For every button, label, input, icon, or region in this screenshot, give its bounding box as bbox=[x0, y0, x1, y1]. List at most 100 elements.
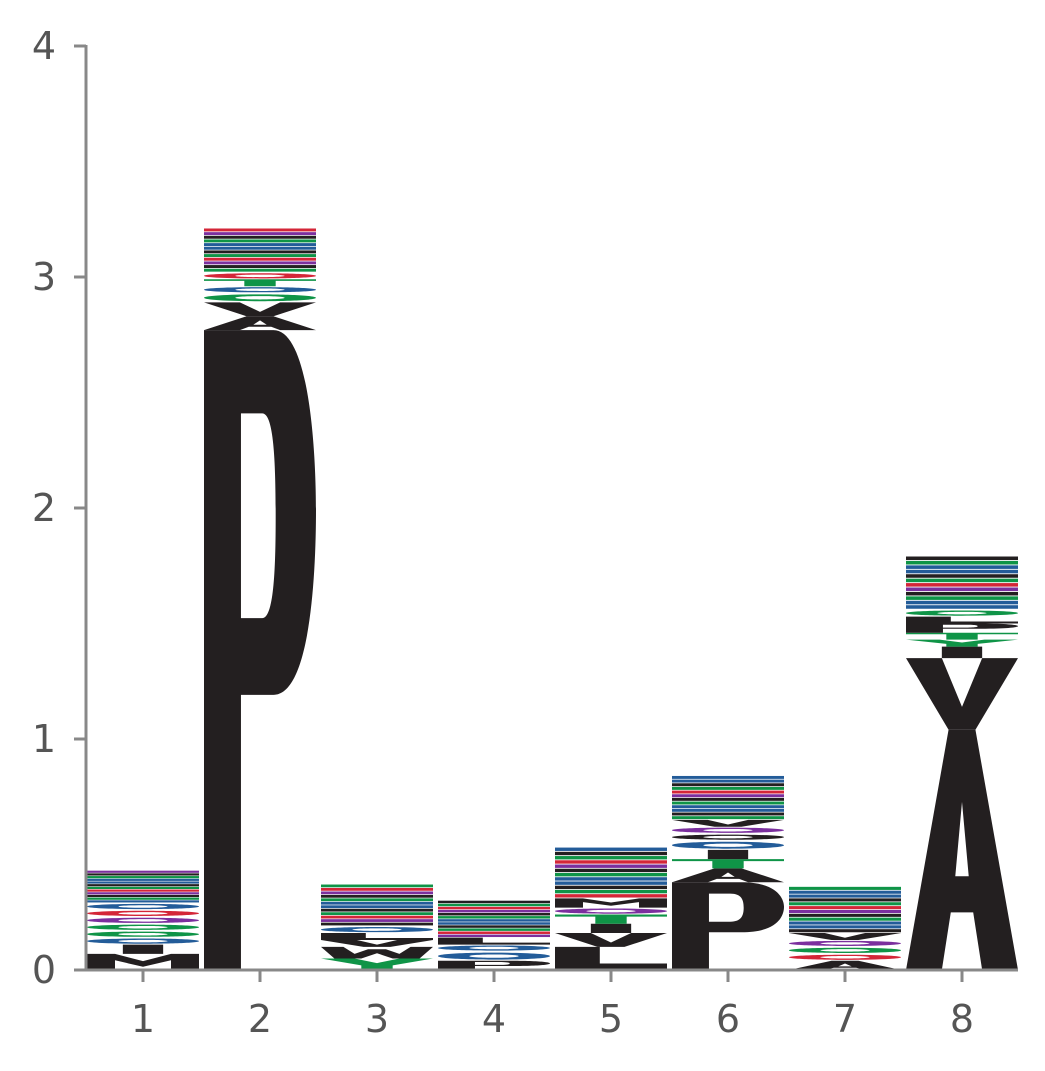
logo-letter-v bbox=[906, 658, 1018, 730]
logo-minor-letter bbox=[204, 243, 316, 247]
logo-minor-letter bbox=[204, 268, 316, 272]
logo-minor-letter bbox=[555, 847, 667, 851]
logo-minor-letter bbox=[438, 916, 550, 919]
logo-letter-g bbox=[906, 610, 1018, 616]
x-tick-label: 4 bbox=[482, 997, 506, 1041]
logo-minor-letter bbox=[87, 897, 199, 900]
logo-minor-letter bbox=[204, 246, 316, 250]
logo-letter-r bbox=[438, 952, 550, 960]
logo-minor-letter bbox=[906, 591, 1018, 596]
logo-letter-t bbox=[204, 279, 316, 287]
logo-minor-letter bbox=[906, 605, 1018, 609]
logo-minor-letter bbox=[789, 913, 901, 917]
logo-minor-letter bbox=[87, 892, 199, 895]
logo-letter-y bbox=[321, 958, 433, 970]
logo-minor-letter bbox=[321, 922, 433, 926]
logo-letter-f bbox=[672, 834, 784, 840]
logo-minor-letter bbox=[555, 877, 667, 881]
logo-minor-letter bbox=[204, 257, 316, 261]
x-tick-label: 7 bbox=[833, 997, 857, 1041]
logo-minor-letter bbox=[87, 881, 199, 884]
logo-minor-letter bbox=[87, 876, 199, 879]
logo-minor-letter bbox=[906, 556, 1018, 561]
logo-minor-letter bbox=[789, 898, 901, 902]
logo-minor-letter bbox=[204, 261, 316, 265]
logo-minor-letter bbox=[789, 929, 901, 933]
logo-minor-letter bbox=[906, 583, 1018, 587]
logo-minor-letter bbox=[672, 790, 784, 794]
stack-position-5 bbox=[555, 847, 667, 970]
logo-letter-s bbox=[87, 931, 199, 937]
logo-minor-letter bbox=[672, 812, 784, 816]
y-tick-label: 3 bbox=[32, 255, 56, 299]
logo-letter-a bbox=[204, 316, 316, 331]
logo-minor-letter bbox=[555, 851, 667, 856]
logo-minor-letter bbox=[672, 779, 784, 783]
y-tick-label: 0 bbox=[32, 948, 56, 992]
stack-position-3 bbox=[321, 884, 433, 970]
logo-letter-v bbox=[789, 933, 901, 940]
logo-minor-letter bbox=[438, 903, 550, 907]
stack-position-6 bbox=[672, 775, 784, 970]
x-tick-label: 6 bbox=[716, 997, 740, 1041]
logo-minor-letter bbox=[438, 925, 550, 928]
logo-letter-e bbox=[204, 273, 316, 279]
logo-letter-r bbox=[87, 938, 199, 944]
logo-minor-letter bbox=[672, 797, 784, 801]
logo-minor-letter bbox=[906, 600, 1018, 605]
logo-minor-letter bbox=[555, 868, 667, 873]
logo-minor-letter bbox=[555, 856, 667, 860]
logo-letter-w bbox=[321, 946, 433, 959]
logo-letter-t bbox=[555, 914, 667, 924]
logo-letter-k bbox=[321, 926, 433, 933]
logo-minor-letter bbox=[906, 578, 1018, 583]
logo-minor-letter bbox=[321, 901, 433, 905]
logo-minor-letter bbox=[672, 805, 784, 809]
logo-letter-c bbox=[204, 294, 316, 302]
logo-letter-r bbox=[204, 287, 316, 293]
logo-minor-letter bbox=[438, 900, 550, 904]
logo-letter-m bbox=[555, 898, 667, 908]
logo-letter-k bbox=[438, 945, 550, 951]
logo-minor-letter bbox=[906, 560, 1018, 565]
logo-minor-letter bbox=[321, 887, 433, 891]
logo-minor-letter bbox=[672, 801, 784, 805]
logo-letter-v bbox=[555, 933, 667, 947]
logo-minor-letter bbox=[672, 816, 784, 820]
logo-minor-letter bbox=[321, 894, 433, 898]
y-ticks: 0 1 2 3 4 bbox=[32, 24, 86, 992]
logo-minor-letter bbox=[906, 569, 1018, 574]
logo-letter-g bbox=[87, 924, 199, 930]
logo-letter-k bbox=[87, 903, 199, 910]
letter-stacks bbox=[87, 228, 1018, 970]
logo-letter-v bbox=[321, 939, 433, 947]
logo-minor-letter bbox=[87, 900, 199, 903]
y-tick-label: 4 bbox=[32, 24, 56, 68]
logo-letter-p bbox=[672, 882, 784, 970]
logo-letter-r bbox=[672, 841, 784, 849]
logo-letter-i bbox=[122, 944, 164, 954]
logo-minor-letter bbox=[906, 596, 1018, 600]
x-ticks: 1 2 3 4 5 6 7 8 bbox=[131, 970, 974, 1041]
logo-minor-letter bbox=[321, 884, 433, 888]
logo-letter-q bbox=[789, 940, 901, 947]
logo-minor-letter bbox=[555, 881, 667, 885]
logo-minor-letter bbox=[438, 906, 550, 910]
logo-letter-s bbox=[789, 947, 901, 953]
logo-minor-letter bbox=[438, 934, 550, 938]
logo-minor-letter bbox=[321, 905, 433, 909]
logo-minor-letter bbox=[789, 909, 901, 914]
logo-minor-letter bbox=[321, 919, 433, 922]
logo-letter-i bbox=[590, 923, 632, 934]
logo-minor-letter bbox=[789, 902, 901, 906]
logo-minor-letter bbox=[906, 565, 1018, 569]
logo-minor-letter bbox=[555, 864, 667, 868]
logo-minor-letter bbox=[789, 906, 901, 910]
y-tick-label: 2 bbox=[32, 486, 56, 530]
logo-letter-v bbox=[672, 819, 784, 827]
logo-minor-letter bbox=[321, 891, 433, 895]
logo-minor-letter bbox=[555, 885, 667, 890]
logo-minor-letter bbox=[555, 889, 667, 894]
stack-position-7 bbox=[789, 886, 901, 970]
